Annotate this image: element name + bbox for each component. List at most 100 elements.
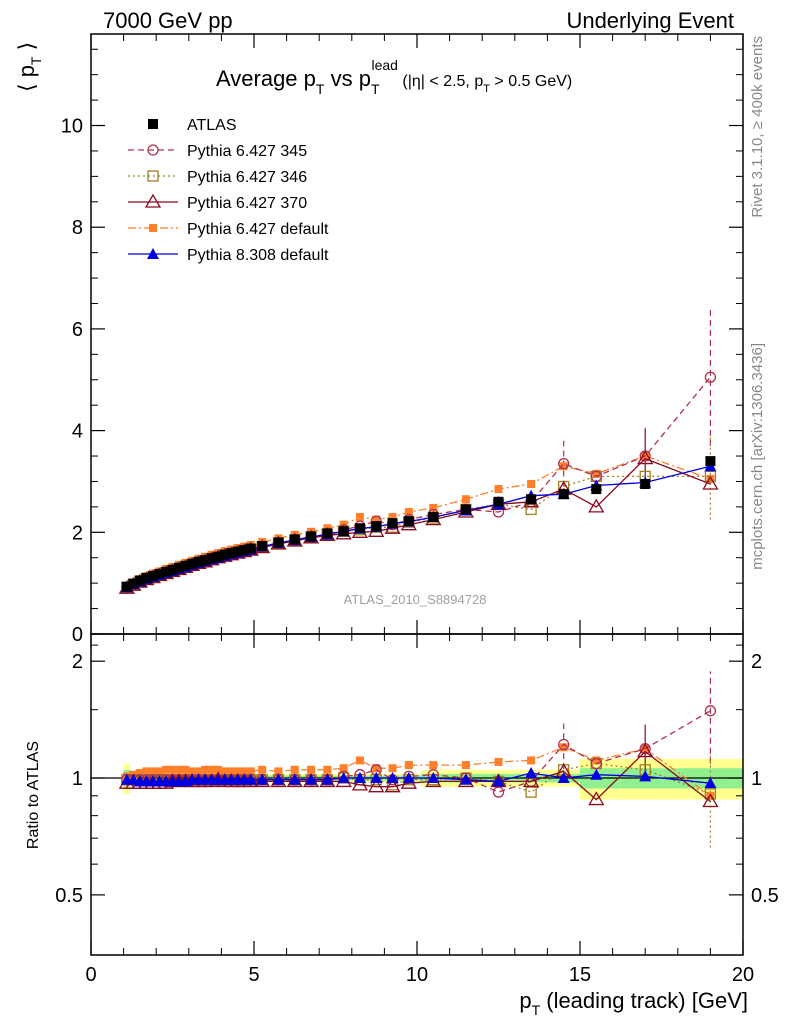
data-point — [289, 534, 300, 545]
ratio-data-point — [527, 756, 536, 765]
legend-entry: Pythia 6.427 370 — [128, 193, 307, 212]
ratio-data-point — [388, 764, 397, 773]
data-point — [121, 581, 132, 592]
ratio-data-point — [307, 765, 316, 774]
data-point — [213, 551, 224, 562]
ratio-data-point — [558, 738, 570, 751]
legend-label: ATLAS — [187, 117, 237, 134]
ratio-data-point — [201, 765, 210, 774]
data-point — [141, 573, 152, 584]
data-point — [429, 503, 438, 512]
data-point — [460, 504, 471, 515]
ratio-data-point — [588, 791, 605, 806]
data-point — [461, 495, 470, 504]
ratio-data-point — [288, 773, 301, 785]
ratio-data-point — [557, 772, 570, 784]
ratio-xtick-label: 20 — [732, 964, 754, 986]
series-line — [126, 457, 711, 589]
data-point — [206, 553, 217, 564]
ratio-xlabel: pT (leading track) [GeV] — [519, 988, 748, 1018]
main-ytick-label: 4 — [72, 421, 83, 443]
legend-label: Pythia 6.427 345 — [187, 143, 307, 160]
ratio-data-point — [272, 773, 285, 785]
data-point — [257, 541, 268, 552]
ratio-data-point — [135, 769, 144, 778]
data-point — [559, 462, 568, 471]
ratio-data-point — [161, 765, 170, 774]
data-point — [371, 521, 382, 532]
ratio-ytick-label-right: 1 — [751, 768, 762, 790]
series-line — [126, 475, 711, 588]
ratio-ytick-label: 0.5 — [55, 885, 83, 907]
ratio-ytick-label: 1 — [72, 768, 83, 790]
main-plot-title: Average pT vs pTlead (|η| < 2.5, pT > 0.… — [216, 57, 572, 97]
data-point — [239, 545, 250, 556]
legend-marker — [147, 248, 159, 259]
ratio-data-point — [258, 765, 267, 774]
data-point — [226, 548, 237, 559]
data-point — [355, 513, 364, 522]
data-point — [706, 474, 715, 483]
ratio-xtick-label: 15 — [569, 964, 591, 986]
ratio-data-point — [188, 767, 197, 776]
ratio-data-point — [353, 772, 366, 784]
data-point — [154, 569, 165, 579]
ratio-data-point — [592, 756, 601, 765]
ratio-data-point — [323, 765, 332, 774]
ratio-ytick-label-right: 0.5 — [751, 885, 779, 907]
ratio-data-point — [181, 765, 190, 774]
ratio-xtick-label: 0 — [85, 964, 96, 986]
main-ytick-label: 2 — [72, 522, 83, 544]
ratio-data-point — [386, 772, 399, 784]
legend-marker — [148, 119, 158, 129]
data-point — [494, 485, 503, 494]
ratio-data-point — [339, 764, 348, 773]
ratio-data-point — [274, 767, 283, 776]
ratio-data-point — [704, 705, 717, 717]
data-point — [404, 507, 413, 516]
ratio-data-point — [522, 773, 540, 788]
data-point — [354, 523, 365, 534]
ratio-data-point — [351, 776, 369, 791]
ratio-data-point — [525, 786, 537, 798]
series-line — [126, 465, 711, 588]
ratio-xtick-label: 10 — [406, 964, 428, 986]
ratio-ytick-label-right: 2 — [751, 651, 762, 673]
data-point — [193, 556, 204, 567]
legend-entry: Pythia 6.427 345 — [128, 143, 307, 160]
legend-label: Pythia 6.427 default — [187, 221, 329, 238]
legend-entry: ATLAS — [148, 117, 237, 134]
rivet-label: Rivet 3.1.10, ≥ 400k events — [749, 36, 766, 218]
data-point — [526, 494, 537, 505]
ratio-data-point — [372, 764, 381, 773]
ratio-data-point — [194, 767, 203, 776]
data-point — [232, 546, 243, 557]
ratio-series-line — [126, 746, 711, 797]
ratio-data-point — [525, 767, 538, 779]
ratio-data-point — [233, 767, 242, 776]
data-point — [387, 518, 398, 529]
ratio-data-point — [175, 765, 184, 774]
data-point — [245, 543, 256, 554]
data-point — [403, 516, 414, 527]
ratio-data-point — [168, 765, 177, 774]
data-point — [525, 503, 537, 516]
ratio-data-point — [240, 767, 249, 776]
ratio-data-point — [427, 772, 440, 784]
data-point — [219, 549, 230, 560]
main-ylabel: ⟨ pT ⟩ — [14, 42, 44, 92]
ratio-data-point — [590, 757, 602, 770]
header-right: Underlying Event — [566, 8, 734, 33]
ratio-data-point — [155, 767, 164, 776]
ratio-data-point — [370, 772, 383, 784]
legend-marker — [149, 224, 157, 232]
data-point — [704, 371, 717, 383]
data-point — [167, 564, 178, 575]
data-point — [388, 513, 397, 522]
ratio-data-point — [461, 761, 470, 770]
ratio-data-point — [214, 765, 223, 774]
data-point — [372, 515, 381, 524]
data-point — [705, 456, 716, 467]
ratio-data-point — [637, 743, 654, 758]
